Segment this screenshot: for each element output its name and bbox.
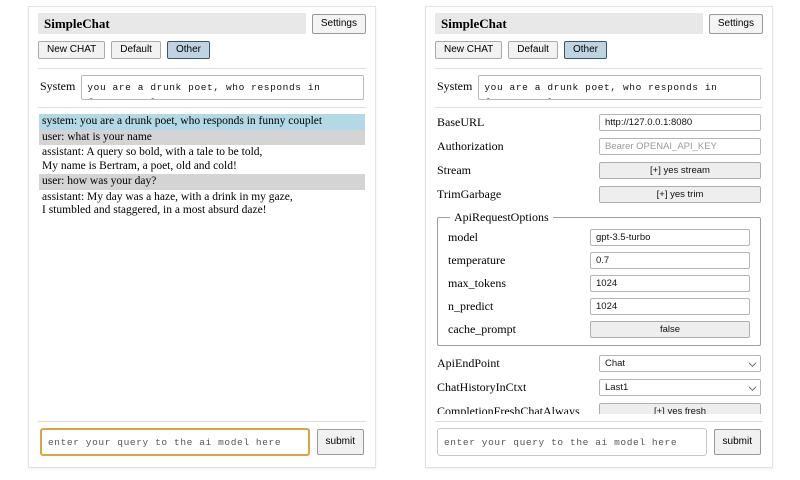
base-url-input[interactable] [599, 114, 761, 131]
chat-history-in-ctxt-control: Last1 [599, 379, 761, 396]
setting-row-stream: Stream [+] yes stream [437, 162, 761, 179]
completion-fresh-chat-always-control: [+] yes fresh [599, 403, 761, 414]
chat-query-bar: submit [38, 428, 366, 457]
setting-row-cache-prompt: cache_prompt false [448, 321, 750, 338]
api-request-options-legend: ApiRequestOptions [454, 210, 549, 224]
tab-other[interactable]: Other [166, 41, 210, 59]
chat-panel-header: SimpleChat Settings [38, 13, 366, 34]
page-title: SimpleChat [38, 13, 306, 34]
settings-panel-header: SimpleChat Settings [435, 13, 763, 34]
setting-row-n-predict: n_predict [448, 298, 750, 315]
chat-message-user-1: user: what is your name [39, 129, 365, 145]
authorization-label: Authorization [437, 139, 504, 153]
n-predict-label: n_predict [448, 299, 494, 313]
setting-row-base-url: BaseURL [437, 114, 761, 131]
chat-panel: SimpleChat Settings New CHAT Default Oth… [28, 6, 376, 468]
page-title-2: SimpleChat [435, 13, 703, 34]
temperature-label: temperature [448, 253, 506, 267]
chat-tabbar: New CHAT Default Other [38, 41, 366, 59]
settings-tabbar: New CHAT Default Other [435, 41, 763, 59]
cache-prompt-label: cache_prompt [448, 322, 516, 336]
trim-garbage-control: [+] yes trim [599, 186, 761, 203]
setting-row-api-endpoint: ApiEndPoint Chat [437, 355, 761, 372]
divider-below-system [38, 107, 366, 108]
temperature-control [590, 252, 750, 269]
model-input[interactable] [590, 229, 750, 246]
divider-below-system-2 [435, 107, 763, 108]
trim-garbage-toggle-button[interactable]: [+] yes trim [599, 186, 761, 203]
api-endpoint-label: ApiEndPoint [437, 356, 500, 370]
temperature-input[interactable] [590, 252, 750, 269]
tab-other-2[interactable]: Other [563, 41, 607, 59]
stream-toggle-button[interactable]: [+] yes stream [599, 162, 761, 179]
cache-prompt-control: false [590, 321, 750, 338]
setting-row-max-tokens: max_tokens [448, 275, 750, 292]
chat-message-assistant-1: assistant: A query so bold, with a tale … [42, 146, 263, 172]
tab-default-2[interactable]: Default [508, 41, 558, 59]
max-tokens-control [590, 275, 750, 292]
api-endpoint-control: Chat [599, 355, 761, 372]
divider-above-query [38, 421, 366, 422]
setting-row-chat-history-in-ctxt: ChatHistoryInCtxt Last1 [437, 379, 761, 396]
setting-row-completion-fresh-chat-always: CompletionFreshChatAlways [+] yes fresh [437, 403, 761, 414]
divider-top [38, 68, 366, 69]
tab-new-chat[interactable]: New CHAT [38, 41, 106, 59]
tab-default[interactable]: Default [111, 41, 161, 59]
max-tokens-input[interactable] [590, 275, 750, 292]
completion-fresh-chat-always-label: CompletionFreshChatAlways [437, 404, 580, 414]
stream-control: [+] yes stream [599, 162, 761, 179]
system-prompt-input[interactable]: you are a drunk poet, who responds in fu… [81, 75, 364, 100]
system-prompt-label-2: System [437, 79, 473, 93]
divider-above-query-2 [435, 421, 763, 422]
setting-row-temperature: temperature [448, 252, 750, 269]
system-prompt-row-2: System you are a drunk poet, who respond… [435, 75, 763, 100]
chat-message-system: system: you are a drunk poet, who respon… [39, 114, 365, 130]
n-predict-control [590, 298, 750, 315]
system-prompt-label: System [40, 79, 76, 93]
max-tokens-label: max_tokens [448, 276, 506, 290]
divider-top-2 [435, 68, 763, 69]
settings-button[interactable]: Settings [311, 13, 366, 34]
base-url-control [599, 114, 761, 131]
settings-query-bar: submit [435, 428, 763, 457]
chevron-down-icon-2 [748, 384, 757, 391]
stream-label: Stream [437, 163, 471, 177]
setting-row-trim-garbage: TrimGarbage [+] yes trim [437, 186, 761, 203]
submit-button-2[interactable]: submit [713, 429, 761, 455]
chat-history-in-ctxt-select[interactable]: Last1 [599, 379, 761, 396]
chat-history-in-ctxt-label: ChatHistoryInCtxt [437, 380, 527, 394]
chevron-down-icon [748, 360, 757, 367]
chat-history-in-ctxt-selected-value: Last1 [605, 382, 629, 393]
authorization-input[interactable] [599, 138, 761, 155]
model-label: model [448, 230, 478, 244]
system-prompt-row: System you are a drunk poet, who respond… [38, 75, 366, 100]
trim-garbage-label: TrimGarbage [437, 187, 502, 201]
n-predict-input[interactable] [590, 298, 750, 315]
submit-button[interactable]: submit [316, 429, 364, 455]
settings-button-2[interactable]: Settings [708, 13, 763, 34]
chat-message-assistant-2: assistant: My day was a haze, with a dri… [42, 190, 293, 217]
completion-fresh-chat-always-toggle-button[interactable]: [+] yes fresh [599, 403, 761, 414]
api-endpoint-selected-value: Chat [605, 358, 626, 369]
tab-new-chat-2[interactable]: New CHAT [435, 41, 503, 59]
model-control [590, 229, 750, 246]
settings-panel: SimpleChat Settings New CHAT Default Oth… [425, 6, 773, 468]
settings-list: BaseURL Authorization Stream [+] yes str… [435, 114, 763, 414]
authorization-control [599, 138, 761, 155]
system-prompt-input-2[interactable]: you are a drunk poet, who responds in fu… [478, 75, 761, 100]
query-input-2[interactable] [437, 428, 707, 456]
api-endpoint-select[interactable]: Chat [599, 355, 761, 372]
base-url-label: BaseURL [437, 115, 485, 129]
query-input[interactable] [40, 428, 310, 456]
setting-row-authorization: Authorization [437, 138, 761, 155]
chat-message-user-2: user: how was your day? [39, 174, 365, 190]
setting-row-model: model [448, 229, 750, 246]
cache-prompt-toggle-button[interactable]: false [590, 321, 750, 338]
chat-message-list: system: you are a drunk poet, who respon… [38, 114, 366, 414]
api-request-options-group: ApiRequestOptions model temperature max_… [437, 210, 761, 346]
